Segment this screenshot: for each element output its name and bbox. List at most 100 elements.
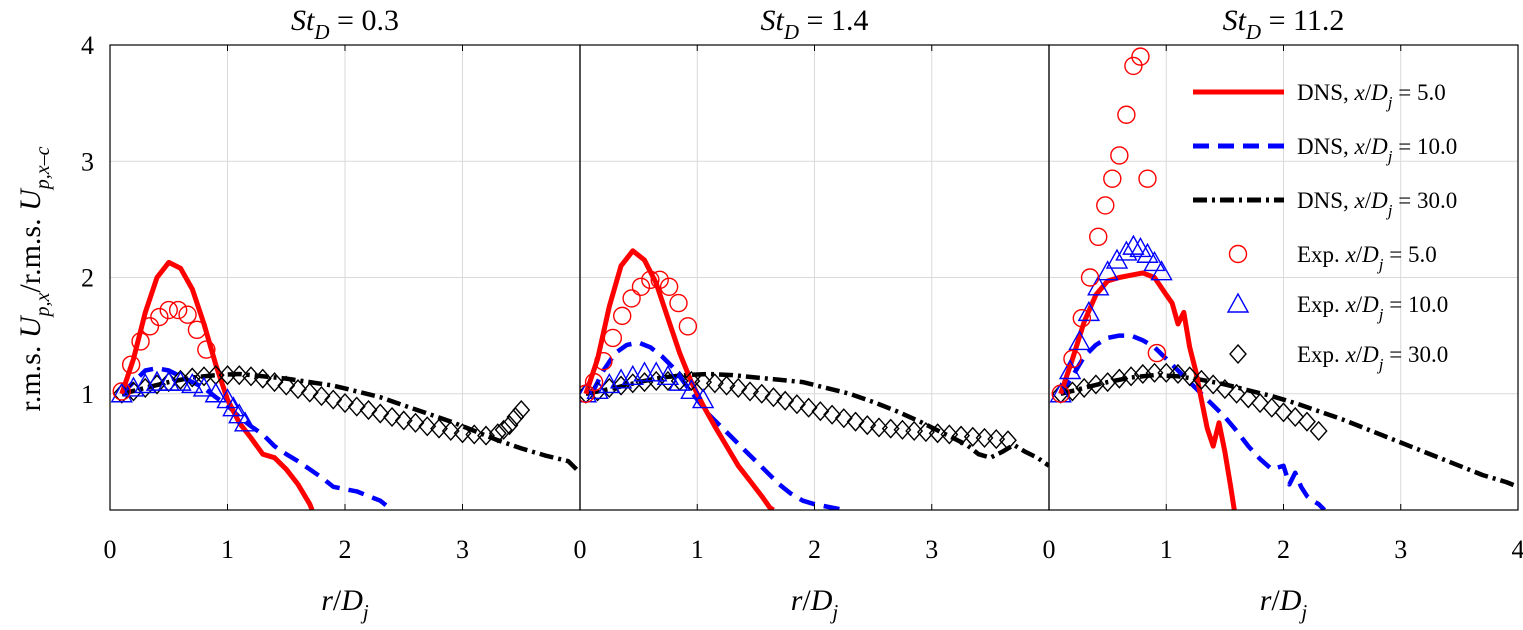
- point-exp30: [1309, 420, 1328, 442]
- legend: DNS, x/Dj = 5.0 DNS, x/Dj = 10.0 DNS, x/Dj…: [1193, 80, 1457, 374]
- point-exp30: [858, 415, 877, 436]
- point-exp30: [1110, 368, 1129, 389]
- point-exp30: [1239, 388, 1258, 409]
- point-exp30: [430, 418, 448, 439]
- chart-panels: 0 1 2 3 1 2 3 4 StD = 0.3 r/Dj 0 1 2 3 StD = 1.4 r/Dj 0 1…: [81, 4, 1523, 624]
- x-axis-label: r/Dj: [791, 584, 839, 624]
- point-exp10: [691, 388, 715, 409]
- point-exp10: [145, 370, 169, 391]
- point-exp30: [870, 417, 888, 438]
- point-exp30: [659, 370, 677, 392]
- legend-label: DNS, x/Dj = 10.0: [1297, 134, 1457, 166]
- point-exp5: [1103, 169, 1122, 188]
- point-exp5: [613, 306, 632, 326]
- point-exp30: [846, 411, 865, 432]
- point-exp30: [952, 425, 970, 446]
- point-exp30: [383, 406, 401, 428]
- point-exp30: [477, 425, 495, 446]
- point-exp5: [140, 317, 160, 336]
- point-exp5: [584, 372, 604, 392]
- point-exp10: [1077, 300, 1101, 322]
- point-exp5: [168, 300, 188, 320]
- panel-1: 0 1 2 3 1 2 3 4 StD = 0.3 r/Dj: [81, 4, 581, 624]
- point-exp10: [1122, 234, 1145, 255]
- point-exp30: [717, 375, 736, 396]
- point-exp30: [171, 369, 190, 390]
- point-exp5: [1117, 105, 1136, 124]
- point-exp10: [169, 370, 192, 391]
- point-exp30: [682, 370, 701, 392]
- panel-title: StD = 11.2: [1223, 4, 1345, 44]
- point-exp30: [1262, 397, 1281, 418]
- point-exp10: [1096, 260, 1119, 281]
- point-exp30: [506, 406, 525, 428]
- point-exp30: [512, 399, 531, 421]
- legend-entry-dns5: DNS, x/Dj = 5.0: [1193, 80, 1446, 112]
- legend-entry-dns10: DNS, x/Dj = 10.0: [1193, 134, 1457, 166]
- x-tick-label: 2: [808, 535, 821, 564]
- point-exp30: [1122, 366, 1141, 387]
- point-exp30: [336, 392, 354, 414]
- x-tick-label: 1: [1160, 535, 1173, 564]
- legend-label: Exp. x/Dj = 30.0: [1297, 342, 1448, 374]
- point-exp5: [631, 277, 651, 296]
- point-exp5: [1080, 268, 1100, 287]
- point-exp30: [928, 423, 947, 444]
- x-tick-label: 3: [456, 535, 469, 564]
- panel-title: StD = 0.3: [291, 4, 399, 44]
- y-tick-label: 2: [81, 264, 94, 293]
- series-dns10-line: [120, 365, 394, 510]
- series-dns10-line: [1058, 333, 1327, 510]
- point-exp30: [1157, 362, 1176, 383]
- point-exp5: [650, 270, 669, 290]
- point-exp30: [811, 401, 830, 422]
- point-exp30: [406, 412, 425, 433]
- point-exp5: [622, 289, 641, 308]
- point-exp10: [1058, 359, 1082, 380]
- legend-label: Exp. x/Dj = 5.0: [1297, 242, 1437, 274]
- y-tick-label: 1: [81, 380, 94, 409]
- point-exp10: [1136, 242, 1159, 263]
- x-tick-label: 2: [339, 535, 352, 564]
- point-exp5: [1131, 47, 1150, 66]
- point-exp30: [488, 423, 507, 444]
- grid: [110, 45, 580, 510]
- x-axis-label: r/Dj: [1260, 584, 1308, 624]
- point-exp10: [1150, 260, 1173, 281]
- point-exp30: [1204, 374, 1223, 395]
- point-exp5: [187, 320, 207, 340]
- legend-entry-exp5: Exp. x/Dj = 5.0: [1228, 242, 1437, 274]
- point-exp30: [242, 366, 260, 387]
- point-exp30: [218, 365, 237, 386]
- point-exp30: [694, 372, 713, 393]
- panel-3: 0 1 2 3 4 StD = 11.2 r/Dj: [1043, 4, 1523, 624]
- point-exp30: [289, 379, 307, 400]
- point-exp5: [197, 340, 216, 359]
- point-exp30: [940, 424, 959, 445]
- point-exp30: [371, 403, 390, 424]
- series-dns30-line: [585, 371, 1049, 468]
- point-exp30: [1215, 379, 1234, 400]
- point-exp30: [230, 365, 249, 386]
- point-exp30: [1251, 392, 1269, 414]
- point-exp30: [453, 423, 472, 444]
- point-exp5: [669, 293, 688, 313]
- point-exp30: [465, 424, 484, 445]
- point-exp30: [324, 389, 343, 410]
- legend-entry-exp30: Exp. x/Dj = 30.0: [1229, 342, 1448, 374]
- point-exp30: [893, 419, 912, 440]
- point-exp30: [1169, 363, 1187, 385]
- point-exp30: [359, 399, 378, 421]
- point-exp10: [668, 370, 691, 391]
- point-exp30: [1192, 369, 1211, 390]
- point-exp10: [680, 378, 703, 399]
- point-exp30: [963, 426, 982, 447]
- point-exp5: [641, 270, 660, 290]
- x-tick-label: 3: [925, 535, 938, 564]
- y-tick-label: 4: [81, 31, 94, 60]
- legend-swatch: [1226, 292, 1250, 313]
- point-exp10: [1105, 248, 1129, 269]
- x-tick-label: 0: [1043, 535, 1056, 564]
- point-exp30: [253, 368, 272, 389]
